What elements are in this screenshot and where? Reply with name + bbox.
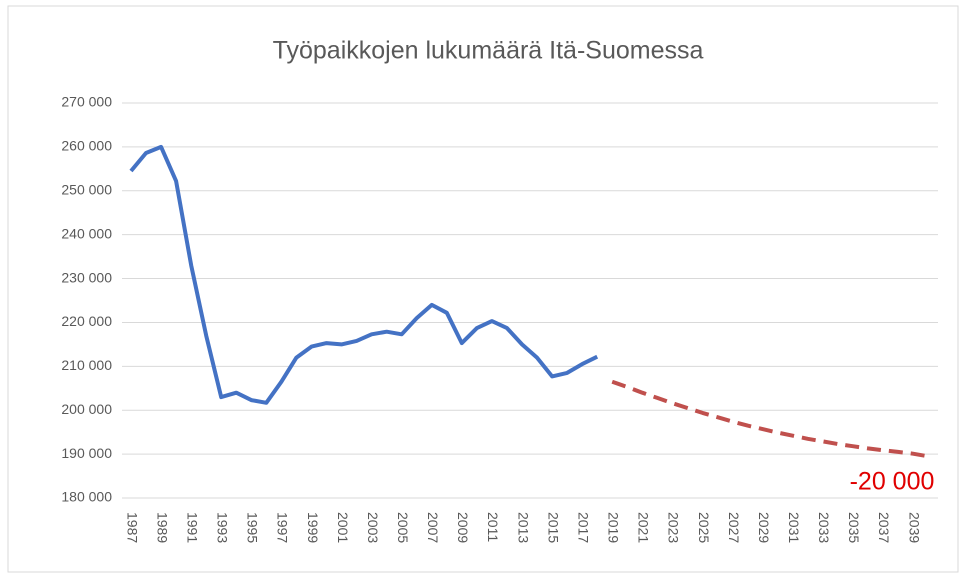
x-tick-label: 2033	[816, 512, 832, 543]
x-tick-label: 1995	[245, 512, 261, 543]
x-tick-label: 2031	[786, 512, 802, 543]
x-tick-label: 1991	[184, 512, 200, 543]
y-tick-label: 260 000	[61, 138, 112, 154]
x-tick-label: 1987	[124, 512, 140, 543]
x-tick-label: 2011	[485, 512, 501, 542]
x-tick-label: 2017	[575, 512, 591, 543]
x-tick-label: 1999	[305, 512, 321, 543]
y-tick-label: 270 000	[61, 94, 112, 110]
x-tick-label: 2019	[606, 512, 622, 543]
x-tick-label: 2015	[545, 512, 561, 543]
y-tick-label: 240 000	[61, 225, 112, 241]
x-tick-label: 2029	[756, 512, 772, 543]
chart-title: Työpaikkojen lukumäärä Itä-Suomessa	[273, 37, 704, 65]
x-tick-label: 2037	[876, 512, 892, 543]
y-tick-label: 210 000	[61, 357, 112, 373]
x-tick-label: 2021	[636, 512, 652, 543]
x-tick-label: 2025	[696, 512, 712, 543]
x-tick-label: 2023	[666, 512, 682, 543]
y-tick-label: 180 000	[61, 489, 112, 505]
y-tick-label: 230 000	[61, 269, 112, 285]
x-tick-label: 2003	[365, 512, 381, 543]
x-tick-label: 2013	[515, 512, 531, 543]
x-tick-label: 2001	[335, 512, 351, 543]
y-tick-label: 200 000	[61, 401, 112, 417]
chart-border	[7, 5, 959, 573]
line-series	[611, 379, 929, 459]
annotation: -20 000	[850, 468, 935, 496]
line-series	[129, 144, 599, 405]
x-tick-label: 2005	[395, 512, 411, 543]
x-tick-label: 1993	[215, 512, 231, 543]
x-tick-label: 1997	[275, 512, 291, 543]
x-tick-label: 2009	[455, 512, 471, 543]
x-tick-label: 1989	[154, 512, 170, 543]
x-tick-label: 2027	[726, 512, 742, 543]
y-tick-label: 250 000	[61, 181, 112, 197]
x-tick-label: 2039	[906, 512, 922, 543]
y-tick-label: 220 000	[61, 313, 112, 329]
x-tick-label: 2007	[425, 512, 441, 543]
y-tick-label: 190 000	[61, 445, 112, 461]
x-tick-label: 2035	[846, 512, 862, 543]
